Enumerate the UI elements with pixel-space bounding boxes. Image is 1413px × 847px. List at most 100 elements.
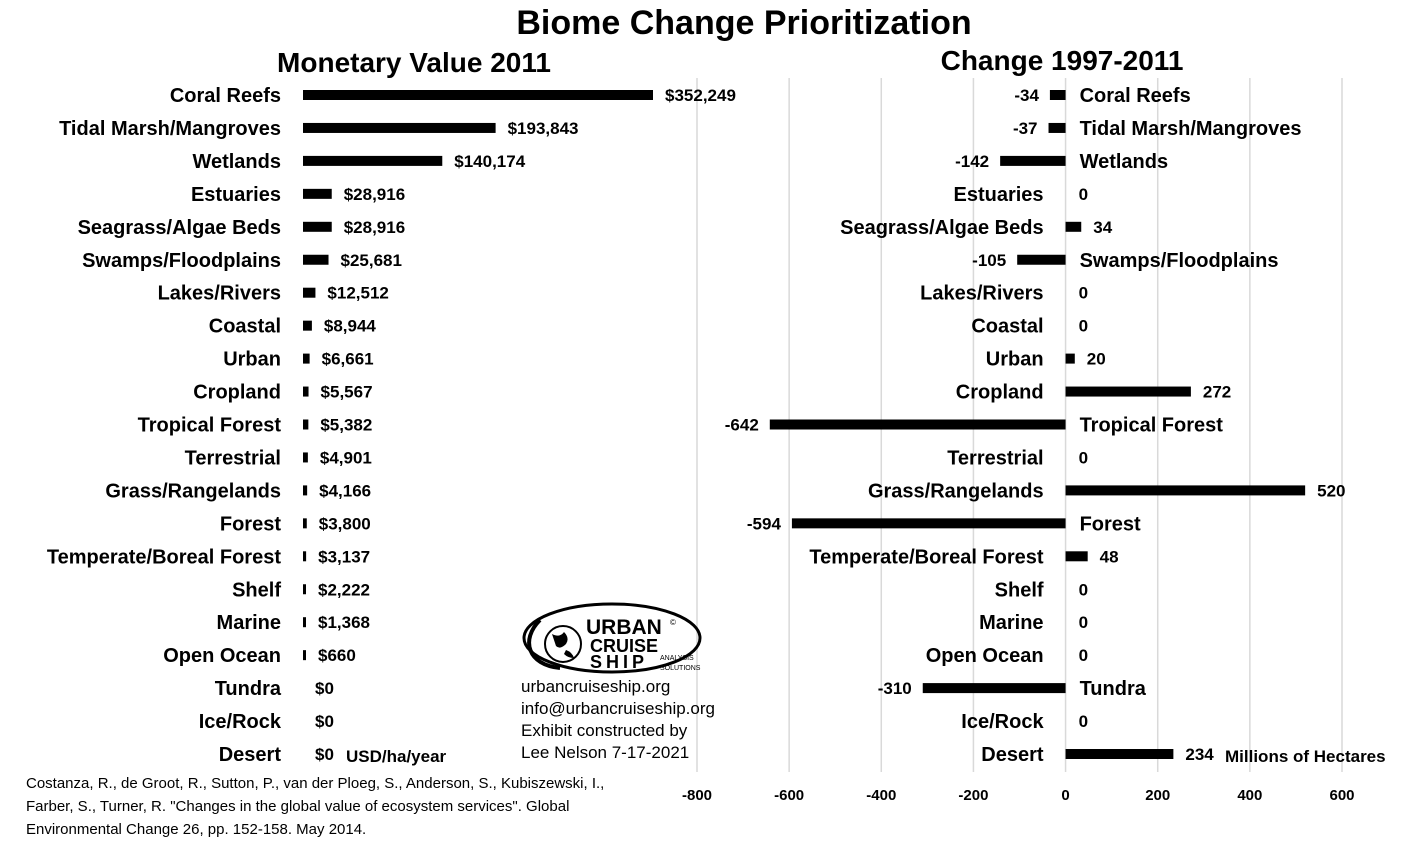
right-value-label-ice-rock: 0 bbox=[1079, 712, 1088, 731]
citation-line-1: Costanza, R., de Groot, R., Sutton, P., … bbox=[26, 775, 605, 792]
right-category-label-tundra: Tundra bbox=[1080, 678, 1147, 700]
left-category-label-tropical-forest: Tropical Forest bbox=[138, 415, 282, 437]
left-value-label-tundra: $0 bbox=[315, 679, 334, 698]
left-value-label-urban: $6,661 bbox=[322, 350, 374, 369]
left-chart-bars: Coral Reefs $352,249 Tidal Marsh/Mangroves… bbox=[47, 85, 736, 766]
left-category-label-tidal-marsh-mangroves: Tidal Marsh/Mangroves bbox=[59, 118, 281, 140]
left-value-label-tidal-marsh-mangroves: $193,843 bbox=[508, 119, 579, 138]
left-category-label-open-ocean: Open Ocean bbox=[163, 645, 281, 667]
left-category-label-terrestrial: Terrestrial bbox=[185, 447, 281, 469]
x-tick-label-800: -800 bbox=[682, 787, 712, 804]
right-category-label-lakes-rivers: Lakes/Rivers bbox=[920, 283, 1043, 305]
left-bar-coastal bbox=[303, 320, 312, 331]
left-bar-open-ocean bbox=[303, 650, 306, 661]
right-bar-forest bbox=[791, 518, 1066, 529]
website-link[interactable]: urbancruiseship.org bbox=[521, 677, 671, 696]
right-value-label-tundra: -310 bbox=[878, 679, 912, 698]
right-value-label-cropland: 272 bbox=[1203, 383, 1231, 402]
logo-mark: © bbox=[670, 618, 676, 627]
left-value-label-coastal: $8,944 bbox=[324, 317, 377, 336]
left-bar-terrestrial bbox=[303, 452, 308, 463]
right-value-label-swamps-floodplains: -105 bbox=[972, 251, 1006, 270]
right-value-label-urban: 20 bbox=[1087, 350, 1106, 369]
right-value-label-forest: -594 bbox=[747, 514, 782, 533]
left-category-label-tundra: Tundra bbox=[215, 678, 282, 700]
x-tick-label-200: 200 bbox=[1145, 787, 1170, 804]
right-value-label-temperate-boreal-forest: 48 bbox=[1100, 547, 1119, 566]
right-bar-cropland bbox=[1065, 386, 1191, 397]
email-link[interactable]: info@urbancruiseship.org bbox=[521, 699, 715, 718]
right-value-label-tidal-marsh-mangroves: -37 bbox=[1013, 119, 1038, 138]
left-bar-urban bbox=[303, 353, 310, 364]
logo-line-2: CRUISE bbox=[590, 636, 658, 656]
left-category-label-lakes-rivers: Lakes/Rivers bbox=[158, 283, 281, 305]
citation-line-3: Environmental Change 26, pp. 152-158. Ma… bbox=[26, 821, 367, 838]
left-bar-grass-rangelands bbox=[303, 485, 308, 496]
right-value-label-lakes-rivers: 0 bbox=[1079, 284, 1088, 303]
right-category-label-desert: Desert bbox=[981, 744, 1044, 766]
right-category-label-grass-rangelands: Grass/Rangelands bbox=[868, 480, 1044, 502]
right-category-label-temperate-boreal-forest: Temperate/Boreal Forest bbox=[809, 546, 1043, 568]
left-bar-cropland bbox=[303, 386, 309, 397]
right-bar-temperate-boreal-forest bbox=[1065, 551, 1088, 562]
left-category-label-marine: Marine bbox=[217, 612, 281, 634]
right-value-label-desert: 234 bbox=[1185, 745, 1214, 764]
left-category-label-temperate-boreal-forest: Temperate/Boreal Forest bbox=[47, 546, 281, 568]
right-value-label-grass-rangelands: 520 bbox=[1317, 481, 1345, 500]
left-bar-wetlands bbox=[303, 155, 443, 166]
left-value-label-marine: $1,368 bbox=[318, 613, 370, 632]
left-category-label-coral-reefs: Coral Reefs bbox=[170, 85, 281, 107]
right-value-label-marine: 0 bbox=[1079, 613, 1088, 632]
left-bar-marine bbox=[303, 617, 306, 628]
right-category-label-terrestrial: Terrestrial bbox=[947, 447, 1043, 469]
left-bar-temperate-boreal-forest bbox=[303, 551, 307, 562]
right-category-label-cropland: Cropland bbox=[956, 382, 1044, 404]
right-category-label-tropical-forest: Tropical Forest bbox=[1080, 415, 1224, 437]
chart-title: Biome Change Prioritization bbox=[516, 4, 971, 42]
right-value-label-coral-reefs: -34 bbox=[1014, 86, 1039, 105]
left-value-label-swamps-floodplains: $25,681 bbox=[341, 251, 402, 270]
right-value-label-shelf: 0 bbox=[1079, 580, 1088, 599]
right-value-label-coastal: 0 bbox=[1079, 317, 1088, 336]
right-value-label-tropical-forest: -642 bbox=[725, 416, 759, 435]
right-category-label-tidal-marsh-mangroves: Tidal Marsh/Mangroves bbox=[1080, 118, 1302, 140]
right-chart-bars: Coral Reefs -34 Tidal Marsh/Mangroves -37 We… bbox=[725, 85, 1346, 766]
right-value-label-seagrass-algae-beds: 34 bbox=[1093, 218, 1112, 237]
left-value-label-forest: $3,800 bbox=[319, 514, 371, 533]
left-bar-swamps-floodplains bbox=[303, 254, 329, 265]
logo-line-3: SHIP bbox=[590, 652, 648, 672]
right-bar-desert bbox=[1065, 749, 1174, 759]
right-category-label-coral-reefs: Coral Reefs bbox=[1080, 85, 1191, 107]
right-chart-title: Change 1997-2011 bbox=[941, 45, 1184, 76]
left-category-label-grass-rangelands: Grass/Rangelands bbox=[105, 480, 281, 502]
right-category-label-marine: Marine bbox=[979, 612, 1043, 634]
left-value-label-lakes-rivers: $12,512 bbox=[327, 284, 388, 303]
left-bar-estuaries bbox=[303, 188, 332, 199]
exhibit-credit: urbancruiseship.org info@urbancruiseship… bbox=[521, 676, 715, 764]
left-category-label-wetlands: Wetlands bbox=[192, 151, 281, 173]
left-value-label-coral-reefs: $352,249 bbox=[665, 86, 736, 105]
right-category-label-wetlands: Wetlands bbox=[1080, 151, 1169, 173]
logo-tagline-2: SOLUTIONS bbox=[660, 665, 701, 672]
left-value-label-cropland: $5,567 bbox=[321, 383, 373, 402]
right-category-label-shelf: Shelf bbox=[995, 579, 1044, 601]
left-bar-tidal-marsh-mangroves bbox=[303, 122, 496, 133]
right-bar-coral-reefs bbox=[1049, 90, 1066, 100]
left-category-label-swamps-floodplains: Swamps/Floodplains bbox=[82, 250, 281, 272]
right-value-label-estuaries: 0 bbox=[1079, 185, 1088, 204]
right-bar-swamps-floodplains bbox=[1017, 254, 1066, 265]
left-category-label-desert: Desert bbox=[219, 744, 282, 766]
left-chart-title: Monetary Value 2011 bbox=[277, 47, 551, 78]
left-bar-seagrass-algae-beds bbox=[303, 221, 332, 232]
left-category-label-shelf: Shelf bbox=[232, 579, 281, 601]
right-category-label-swamps-floodplains: Swamps/Floodplains bbox=[1080, 250, 1279, 272]
logo-line-1: URBAN bbox=[586, 616, 662, 639]
right-value-label-wetlands: -142 bbox=[955, 152, 989, 171]
right-bar-urban bbox=[1065, 353, 1075, 364]
left-category-label-coastal: Coastal bbox=[209, 316, 281, 338]
left-chart-unit-label: USD/ha/year bbox=[346, 747, 447, 766]
left-category-label-forest: Forest bbox=[220, 513, 281, 535]
right-bar-tundra bbox=[922, 683, 1066, 694]
left-value-label-estuaries: $28,916 bbox=[344, 185, 405, 204]
